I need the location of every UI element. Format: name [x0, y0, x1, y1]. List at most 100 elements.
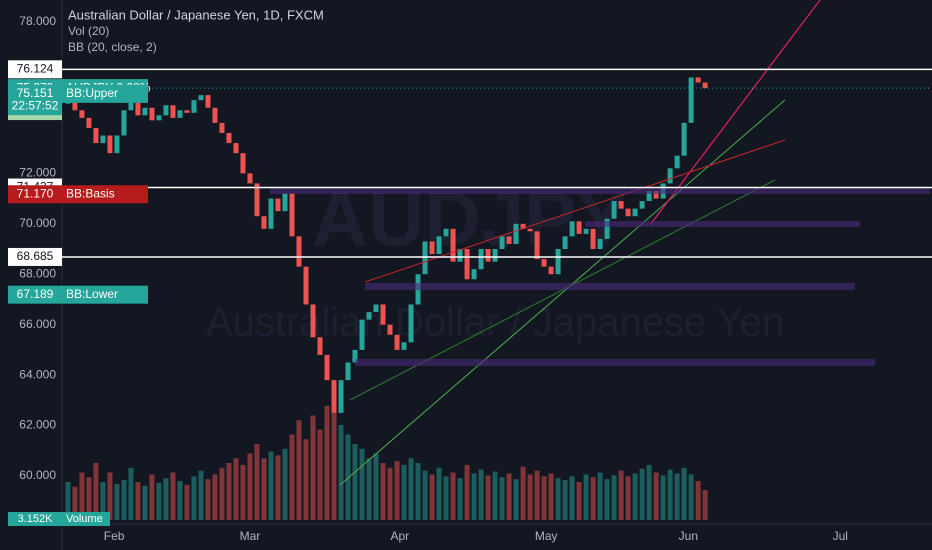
candle [366, 312, 372, 320]
candle [471, 269, 477, 280]
volume-bar [492, 471, 498, 520]
volume-bar [541, 476, 547, 520]
price-badge [8, 285, 62, 304]
volume-bar [359, 448, 365, 520]
volume-bar [464, 464, 470, 520]
volume-bar [352, 444, 358, 520]
candle [422, 241, 428, 275]
volume-bar [100, 482, 106, 520]
candle [625, 208, 631, 217]
volume-tag [62, 512, 110, 526]
volume-bar [674, 473, 680, 520]
volume-bar [450, 472, 456, 520]
trend-line [339, 99, 786, 486]
candle [562, 236, 568, 249]
volume-bar [527, 474, 533, 520]
candle [352, 349, 358, 363]
volume-bar [142, 485, 148, 520]
candle [128, 102, 134, 111]
volume-bar [86, 477, 92, 520]
candle [569, 221, 575, 237]
candle [380, 304, 386, 325]
volume-bar [296, 420, 302, 520]
volume-bar [219, 467, 225, 520]
volume-bar [247, 453, 253, 520]
volume-bar [289, 434, 295, 520]
volume-bar [394, 461, 400, 520]
volume-bar [611, 475, 617, 520]
volume-bar [415, 463, 421, 520]
candle [604, 218, 610, 239]
candle [219, 122, 225, 133]
price-label: 75.151 [17, 86, 54, 100]
volume-bar [534, 470, 540, 520]
candle [520, 223, 526, 229]
candle [695, 77, 701, 83]
volume-bar [345, 434, 351, 520]
volume-bar [513, 479, 519, 520]
candle [499, 236, 505, 249]
volume-bar [387, 467, 393, 520]
x-tick-label: Feb [104, 529, 125, 543]
candle [394, 334, 400, 350]
volume-bar [156, 482, 162, 520]
candle [212, 107, 218, 123]
volume-bar [695, 481, 701, 520]
candle [534, 231, 540, 260]
candle [338, 380, 344, 413]
volume-bar [121, 480, 127, 520]
zone [270, 187, 930, 194]
candle [303, 266, 309, 305]
volume-bar [597, 472, 603, 520]
candle [583, 228, 589, 234]
x-tick-label: Mar [240, 529, 261, 543]
volume-bar [268, 451, 274, 520]
candle [254, 183, 260, 217]
tag-badge [62, 84, 148, 103]
candle [555, 249, 561, 275]
candle [345, 362, 351, 381]
volume-bar [170, 472, 176, 520]
candle [681, 122, 687, 156]
volume-bar [93, 463, 99, 520]
candle [282, 193, 288, 212]
candle [149, 107, 155, 121]
tag-badge [62, 185, 148, 204]
candle [240, 153, 246, 174]
candle [436, 236, 442, 255]
volume-bar [457, 478, 463, 520]
volume-name: Volume [66, 513, 103, 525]
candle [324, 354, 330, 381]
volume-bar [149, 474, 155, 520]
volume-bar [128, 467, 134, 520]
volume-bar [198, 470, 204, 520]
candle [86, 117, 92, 128]
volume-bar [681, 467, 687, 520]
candle [359, 319, 365, 350]
candle [478, 249, 484, 270]
candle [93, 127, 99, 144]
candle [331, 380, 337, 413]
candle [191, 100, 197, 113]
candle [590, 228, 596, 249]
volume-bar [632, 473, 638, 520]
volume-bar [688, 474, 694, 520]
y-tick-label: 64.000 [19, 367, 56, 381]
candle [443, 228, 449, 237]
chart-title: Australian Dollar / Japanese Yen, 1D, FX… [68, 7, 324, 22]
indicator: Vol (20) [68, 24, 109, 38]
candle [184, 110, 190, 113]
volume-bar [562, 480, 568, 520]
candle [513, 223, 519, 244]
volume-bar [282, 448, 288, 520]
candle [548, 266, 554, 275]
volume-bar [702, 490, 708, 520]
countdown-badge [8, 97, 62, 116]
volume-bar [401, 464, 407, 520]
indicator: BB (20, close, 2) [68, 40, 157, 54]
volume-bar [366, 458, 372, 520]
x-tick-label: May [535, 529, 558, 543]
volume-bar [205, 479, 211, 520]
volume-bar [261, 458, 267, 520]
